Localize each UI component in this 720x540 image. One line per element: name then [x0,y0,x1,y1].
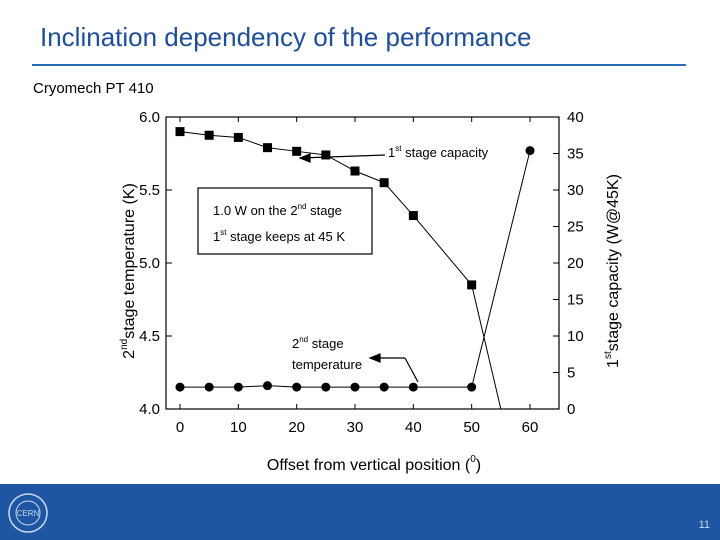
title-rule [32,64,686,66]
cern-logo-inner-ring [15,500,41,526]
capacity-annotation-sup: st [395,144,402,153]
capacity-point [321,150,331,160]
temperature-point [350,382,360,392]
temperature-point [292,382,302,392]
plot-frame [165,116,560,410]
temperature-annotation-line-1: 2nd stage [292,335,344,351]
x-axis: 0 10 20 30 40 50 60 [176,117,539,436]
temperature-annotation-prefix: 2 [292,336,299,351]
y-right-tick-label: 40 [567,109,584,126]
info-box-line-1-sup: nd [298,202,307,211]
info-box-line-1-suffix: stage [306,203,341,218]
capacity-point [379,178,389,188]
temperature-series-line [180,150,531,388]
cern-logo: CERN [8,493,48,533]
capacity-annotation-prefix: 1 [388,145,395,160]
y-axis-left-label: 2ndstage temperature (K) [119,183,138,359]
info-box-line-1-text: 1.0 W on the 2 [213,203,298,218]
y-axis-right: 0 5 10 15 20 25 30 35 40 [553,109,584,418]
cern-logo-text: CERN [17,509,40,518]
x-axis-label: Offset from vertical position (0) [267,454,481,474]
temperature-point [263,381,272,391]
y-right-tick-label: 10 [567,328,584,345]
y-right-tick-label: 15 [567,292,584,309]
info-box-line-1: 1.0 W on the 2nd stage [213,202,342,218]
info-box-line-2-text: stage keeps at 45 K [226,229,345,244]
y-axis-right-label-prefix: 1 [605,359,622,368]
temperature-point [525,146,535,156]
capacity-arrowhead [298,153,311,163]
y-left-tick-label: 4.0 [139,401,160,418]
capacity-annotation: 1st stage capacity [388,144,489,160]
capacity-point [350,166,360,176]
y-left-tick-label: 6.0 [139,109,160,126]
temperature-point [204,382,214,392]
temperature-annotation-sup: nd [299,335,308,344]
y-right-tick-label: 0 [567,401,575,418]
x-axis-label-sup: 0 [470,454,476,465]
x-tick-label: 20 [288,419,305,436]
y-axis-right-label-sup: st [603,351,614,359]
temperature-point [467,382,477,392]
y-axis-left-label-text: stage temperature (K) [121,183,138,339]
temperature-point [233,382,243,392]
x-axis-label-text: Offset from vertical position [267,457,461,474]
temperature-point [321,382,331,392]
temperature-arrow-tail [404,357,419,383]
y-right-tick-label: 30 [567,182,584,199]
capacity-point [467,280,477,290]
capacity-point [292,146,302,156]
y-right-tick-label: 5 [567,365,575,382]
annotation-arrows [298,153,419,383]
x-tick-label: 50 [463,419,480,436]
series-markers [175,127,535,392]
inclination-chart: 0 10 20 30 40 50 60 4.04.55.05.56.0 0510152025… [119,109,622,474]
y-left-tick-label: 5.0 [139,255,160,272]
info-box [197,187,373,255]
info-box-line-2-sup: st [220,228,227,237]
temperature-arrowhead [368,353,381,363]
temperature-annotation-line1: stage [308,336,343,351]
info-box-line-2-prefix: 1 [213,229,220,244]
x-tick-label: 0 [176,419,184,436]
x-axis-label-open: ( [460,457,470,474]
y-right-tick-label: 20 [567,255,584,272]
capacity-point [263,143,272,153]
temperature-point [408,382,418,392]
temperature-annotation-line-2: temperature [292,357,362,372]
x-tick-label: 60 [522,419,539,436]
slide-title: Inclination dependency of the performanc… [40,22,532,52]
y-right-tick-label: 35 [567,146,584,163]
footer-bar [0,484,720,540]
y-axis-left-label-sup: nd [119,339,130,350]
capacity-arrow [299,154,386,159]
capacity-annotation-text: stage capacity [401,145,488,160]
info-box-line-2: 1st stage keeps at 45 K [213,228,345,244]
capacity-point [204,130,214,140]
x-tick-label: 10 [230,419,247,436]
capacity-point [408,211,418,221]
cern-logo-outer-ring [8,493,48,533]
capacity-point [233,132,243,142]
capacity-point [175,127,185,137]
y-left-tick-label: 5.5 [139,182,160,199]
page-number: 11 [698,519,710,531]
y-axis-right-label-text: stage capacity (W@45K) [605,174,622,351]
x-tick-label: 40 [405,419,422,436]
y-right-tick-label: 25 [567,219,584,236]
slide-subtitle: Cryomech PT 410 [33,80,154,97]
x-tick-label: 30 [347,419,364,436]
y-axis-left-label-prefix: 2 [121,350,138,359]
x-axis-label-close: ) [476,457,481,474]
y-left-tick-label: 4.5 [139,328,160,345]
temperature-point [379,382,389,392]
temperature-point [175,382,185,392]
y-axis-right-label: 1ststage capacity (W@45K) [603,174,622,368]
y-axis-left: 4.0 4.5 5.0 5.5 6.0 [139,109,172,418]
